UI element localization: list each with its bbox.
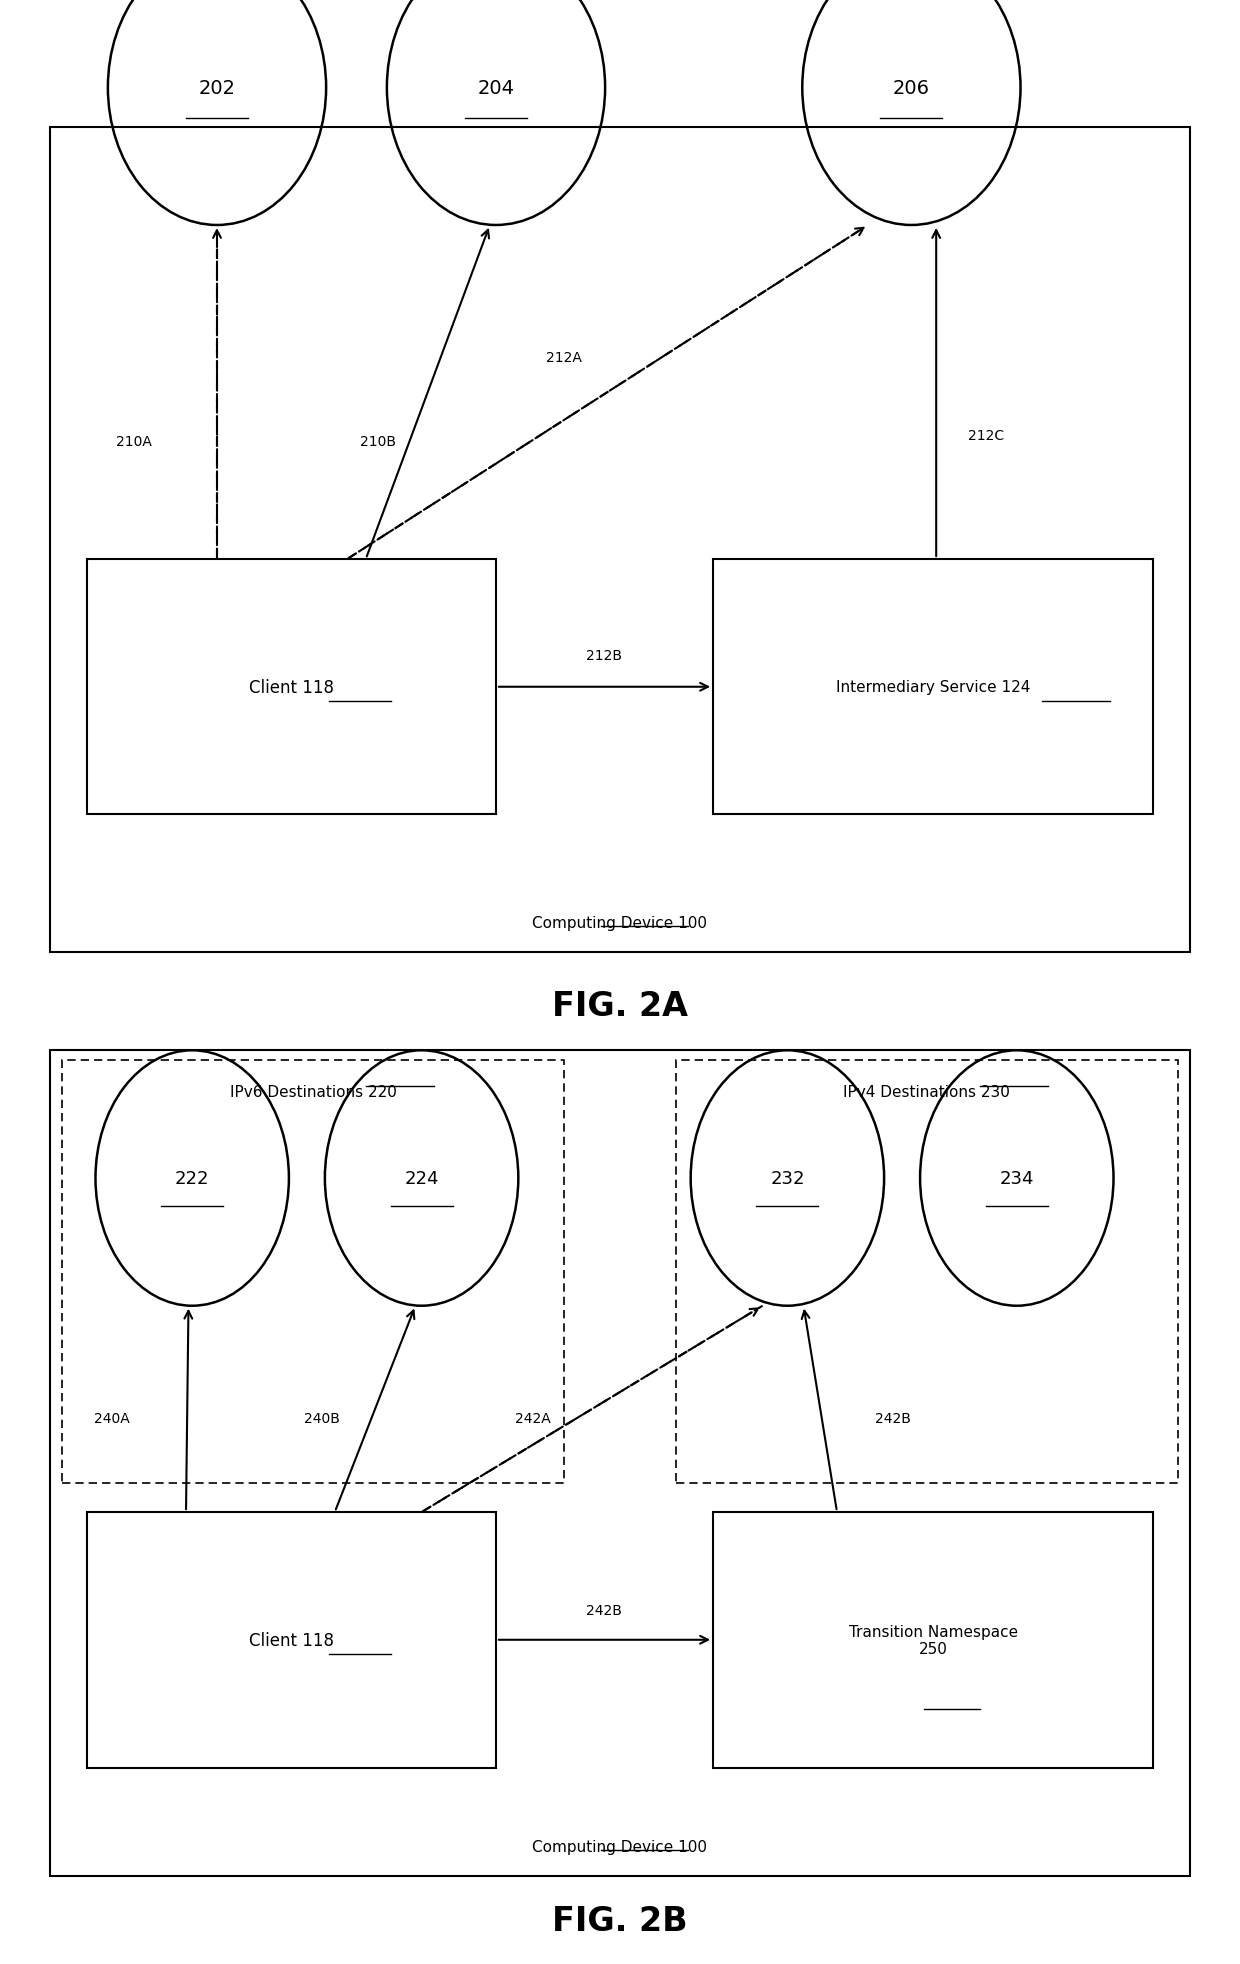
Bar [62, 1061, 564, 1483]
Text: 222: 222 [175, 1169, 210, 1188]
Bar [676, 1061, 1178, 1483]
Bar [50, 128, 1190, 953]
Text: Transition Namespace
250: Transition Namespace 250 [848, 1624, 1018, 1656]
Text: 212A: 212A [547, 350, 582, 365]
Text: 210A: 210A [117, 434, 151, 450]
Bar [87, 1512, 496, 1768]
Text: 242B: 242B [875, 1410, 910, 1426]
Text: 240B: 240B [305, 1410, 340, 1426]
Bar [87, 560, 496, 815]
Text: IPv6 Destinations 220: IPv6 Destinations 220 [229, 1084, 397, 1100]
Text: FIG. 2B: FIG. 2B [552, 1905, 688, 1937]
Bar [50, 1051, 1190, 1876]
Text: 242A: 242A [516, 1410, 551, 1426]
Text: Client 118: Client 118 [249, 678, 334, 697]
Text: 212C: 212C [967, 428, 1004, 444]
Text: 202: 202 [198, 79, 236, 98]
Text: 206: 206 [893, 79, 930, 98]
Text: Client 118: Client 118 [249, 1630, 334, 1650]
Text: FIG. 2A: FIG. 2A [552, 990, 688, 1021]
Text: Computing Device 100: Computing Device 100 [532, 1838, 708, 1854]
Text: 212B: 212B [585, 648, 622, 664]
Text: Computing Device 100: Computing Device 100 [532, 915, 708, 931]
Bar [713, 560, 1153, 815]
Text: 224: 224 [404, 1169, 439, 1188]
Text: 234: 234 [999, 1169, 1034, 1188]
Text: Intermediary Service 124: Intermediary Service 124 [836, 680, 1030, 695]
Bar [713, 1512, 1153, 1768]
Text: 210B: 210B [360, 434, 397, 450]
Text: 204: 204 [477, 79, 515, 98]
Text: 240A: 240A [94, 1410, 129, 1426]
Text: 232: 232 [770, 1169, 805, 1188]
Text: IPv4 Destinations 230: IPv4 Destinations 230 [843, 1084, 1011, 1100]
Text: 242B: 242B [587, 1603, 621, 1618]
